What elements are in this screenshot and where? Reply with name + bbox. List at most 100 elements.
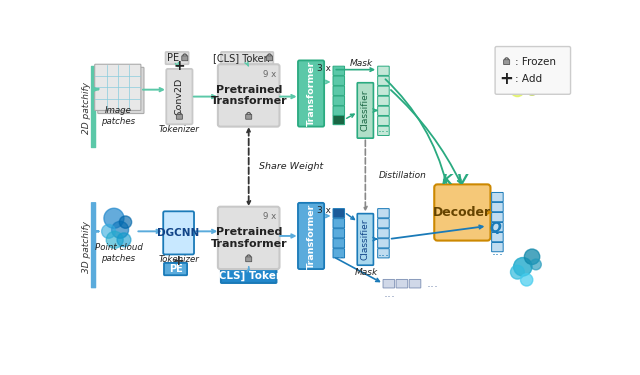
FancyBboxPatch shape [298,60,324,127]
Circle shape [102,224,115,238]
Text: : Add: : Add [515,74,542,84]
Text: Decoder: Decoder [433,206,492,219]
Text: Image
patches: Image patches [100,106,135,126]
FancyBboxPatch shape [378,209,389,218]
FancyBboxPatch shape [378,238,389,248]
Text: V: V [458,173,468,187]
FancyBboxPatch shape [333,86,344,95]
Text: 3D patchify: 3D patchify [82,221,91,273]
FancyBboxPatch shape [182,56,188,61]
Text: Share Weight: Share Weight [259,162,324,171]
Text: Pretrained
Transformer: Pretrained Transformer [211,227,287,249]
FancyBboxPatch shape [91,202,96,288]
FancyBboxPatch shape [221,269,276,283]
FancyBboxPatch shape [492,213,503,222]
FancyBboxPatch shape [396,279,408,288]
Circle shape [531,259,541,270]
Text: K: K [442,173,452,187]
FancyBboxPatch shape [492,232,503,242]
FancyBboxPatch shape [98,68,144,114]
Circle shape [520,274,533,286]
Text: 3 x: 3 x [317,64,331,73]
FancyBboxPatch shape [492,202,503,212]
Text: ...: ... [378,246,390,259]
FancyBboxPatch shape [378,126,389,135]
FancyBboxPatch shape [95,64,141,111]
FancyBboxPatch shape [221,52,273,64]
Text: 9 x: 9 x [263,212,276,221]
Text: ...: ... [383,287,396,300]
FancyBboxPatch shape [378,219,389,228]
FancyBboxPatch shape [378,229,389,238]
Text: ...: ... [333,248,345,261]
Text: PE: PE [167,53,179,63]
FancyBboxPatch shape [163,211,194,255]
Text: +: + [173,254,184,268]
Text: Conv2D: Conv2D [175,78,184,115]
FancyBboxPatch shape [378,76,389,86]
Circle shape [524,80,540,95]
Text: : Frozen: : Frozen [515,57,556,67]
Text: Mask: Mask [349,59,372,68]
Text: Transformer: Transformer [307,203,316,268]
FancyBboxPatch shape [333,106,344,116]
FancyBboxPatch shape [246,114,252,119]
Text: Tokenizer: Tokenizer [159,125,200,134]
FancyBboxPatch shape [378,106,389,116]
Circle shape [106,231,123,248]
Text: ...: ... [378,122,390,135]
Text: +: + [173,59,185,73]
Text: Distillation: Distillation [379,171,427,180]
Text: +: + [500,70,513,88]
Text: [CLS] Token: [CLS] Token [212,53,269,63]
Circle shape [104,208,124,228]
Circle shape [511,265,524,279]
FancyBboxPatch shape [333,209,344,218]
Text: Tokenizer: Tokenizer [158,255,199,264]
FancyBboxPatch shape [378,86,389,95]
FancyBboxPatch shape [333,238,344,248]
Circle shape [524,249,540,264]
FancyBboxPatch shape [492,222,503,232]
FancyBboxPatch shape [357,214,373,265]
Text: ...: ... [492,245,504,258]
Text: 9 x: 9 x [263,70,276,79]
Text: Mask: Mask [355,268,378,278]
Circle shape [531,72,541,83]
FancyBboxPatch shape [166,69,193,124]
FancyBboxPatch shape [333,219,344,228]
Text: ...: ... [427,277,438,290]
Text: 3 x: 3 x [317,206,331,215]
Text: Q: Q [489,221,501,235]
FancyBboxPatch shape [378,66,389,75]
FancyBboxPatch shape [333,116,344,125]
FancyBboxPatch shape [218,207,280,269]
FancyBboxPatch shape [333,229,344,238]
FancyBboxPatch shape [218,64,280,127]
Circle shape [513,258,532,276]
Text: [CLS] Token: [CLS] Token [214,271,284,281]
Circle shape [513,68,532,87]
Circle shape [111,221,129,238]
FancyBboxPatch shape [495,46,570,94]
FancyBboxPatch shape [492,192,503,202]
FancyBboxPatch shape [164,263,187,275]
FancyBboxPatch shape [177,114,182,119]
FancyBboxPatch shape [298,203,324,269]
FancyBboxPatch shape [333,76,344,86]
Circle shape [119,216,132,228]
FancyBboxPatch shape [504,60,509,64]
Text: Classifier: Classifier [361,90,370,131]
Text: PE: PE [169,264,182,274]
Circle shape [520,66,533,78]
FancyBboxPatch shape [333,96,344,105]
Text: Classifier: Classifier [361,219,370,260]
Circle shape [511,83,524,97]
FancyBboxPatch shape [166,52,189,64]
FancyBboxPatch shape [378,116,389,126]
Text: 2D patchify: 2D patchify [82,82,91,134]
FancyBboxPatch shape [435,184,490,241]
Text: Point cloud
patches: Point cloud patches [95,243,143,262]
Text: ...: ... [333,106,345,119]
FancyBboxPatch shape [246,257,252,262]
